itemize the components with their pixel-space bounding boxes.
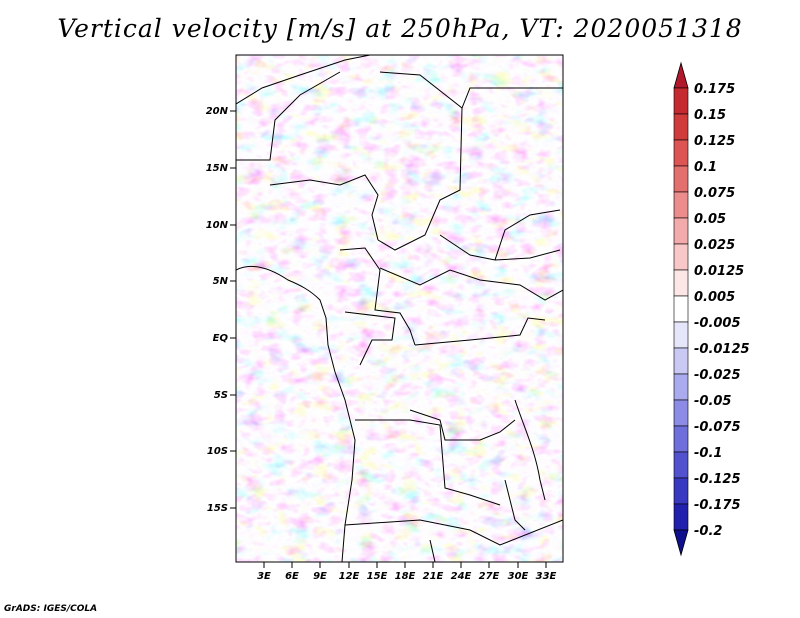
svg-text:EQ: EQ bbox=[213, 333, 229, 344]
colorbar-segment bbox=[673, 373, 689, 401]
svg-text:24E: 24E bbox=[451, 571, 472, 582]
colorbar-label: -0.075 bbox=[694, 420, 741, 435]
svg-text:21E: 21E bbox=[423, 571, 444, 582]
colorbar-segment bbox=[673, 191, 689, 219]
lon-tick: 18E bbox=[395, 562, 416, 582]
colorbar-segment bbox=[673, 139, 689, 167]
svg-text:33E: 33E bbox=[536, 571, 557, 582]
country-borders bbox=[236, 55, 563, 562]
lat-tick: 15N bbox=[206, 163, 236, 174]
svg-text:10S: 10S bbox=[207, 446, 228, 457]
lat-tick: 20N bbox=[206, 106, 236, 117]
lon-tick: 24E bbox=[451, 562, 472, 582]
colorbar-label: -0.025 bbox=[694, 368, 741, 383]
colorbar-segment bbox=[673, 269, 689, 297]
lat-tick: 5N bbox=[213, 276, 236, 287]
lon-tick: 3E bbox=[257, 562, 271, 582]
colorbar-segment bbox=[673, 399, 689, 427]
lon-tick: 15E bbox=[367, 562, 388, 582]
colorbar-label: -0.125 bbox=[694, 472, 741, 487]
colorbar-segment bbox=[673, 347, 689, 375]
colorbar-label: 0.05 bbox=[694, 212, 726, 227]
svg-text:3E: 3E bbox=[257, 571, 271, 582]
colorbar-label: 0.15 bbox=[694, 108, 726, 123]
svg-text:5N: 5N bbox=[213, 276, 229, 287]
colorbar-segment bbox=[673, 477, 689, 505]
svg-text:20N: 20N bbox=[206, 106, 229, 117]
colorbar-label: 0.025 bbox=[694, 238, 735, 253]
colorbar-segment bbox=[673, 295, 689, 323]
colorbar-segment bbox=[673, 243, 689, 271]
svg-text:15E: 15E bbox=[367, 571, 388, 582]
longitude-axis: 3E 6E 9E 12E 15E 18E 21E 24E 27E 30E 33E bbox=[257, 562, 557, 582]
lon-tick: 6E bbox=[285, 562, 299, 582]
colorbar-label: 0.075 bbox=[694, 186, 735, 201]
colorbar: 0.175 0.15 0.125 0.1 0.075 0.05 0.025 0.0125 0.0… bbox=[673, 61, 750, 557]
colorbar-segment bbox=[673, 113, 689, 141]
colorbar-segment bbox=[673, 217, 689, 245]
lon-tick: 21E bbox=[423, 562, 444, 582]
lon-tick: 27E bbox=[479, 562, 500, 582]
lat-tick: 10S bbox=[207, 446, 236, 457]
lat-tick: EQ bbox=[213, 333, 236, 344]
colorbar-segment bbox=[673, 503, 689, 531]
colorbar-label: -0.005 bbox=[694, 316, 741, 331]
colorbar-label: 0.0125 bbox=[694, 264, 744, 279]
lat-tick: 5S bbox=[214, 390, 236, 401]
colorbar-label: -0.175 bbox=[694, 498, 741, 513]
colorbar-label: -0.1 bbox=[694, 446, 722, 461]
svg-text:15N: 15N bbox=[206, 163, 229, 174]
colorbar-segment bbox=[673, 321, 689, 349]
svg-text:27E: 27E bbox=[479, 571, 500, 582]
colorbar-label: -0.2 bbox=[694, 524, 722, 539]
colorbar-label: -0.05 bbox=[694, 394, 731, 409]
colorbar-segment bbox=[673, 87, 689, 115]
colorbar-label: 0.1 bbox=[694, 160, 717, 175]
grads-credit: GrADS: IGES/COLA bbox=[4, 604, 98, 614]
map-title: Vertical velocity [m/s] at 250hPa, VT: 2… bbox=[57, 14, 743, 43]
colorbar-top-arrow bbox=[673, 61, 689, 89]
velocity-field bbox=[236, 55, 563, 562]
lon-tick: 30E bbox=[508, 562, 529, 582]
colorbar-segment bbox=[673, 165, 689, 193]
svg-text:18E: 18E bbox=[395, 571, 416, 582]
lat-tick: 15S bbox=[207, 503, 236, 514]
lat-tick: 10N bbox=[206, 220, 236, 231]
lon-tick: 33E bbox=[536, 562, 557, 582]
svg-text:12E: 12E bbox=[339, 571, 360, 582]
map-frame bbox=[235, 54, 564, 563]
colorbar-segment bbox=[673, 425, 689, 453]
colorbar-label: 0.005 bbox=[694, 290, 735, 305]
svg-text:9E: 9E bbox=[313, 571, 327, 582]
svg-text:10N: 10N bbox=[206, 220, 229, 231]
colorbar-label: 0.125 bbox=[694, 134, 735, 149]
svg-text:15S: 15S bbox=[207, 503, 228, 514]
colorbar-segment bbox=[673, 451, 689, 479]
colorbar-label: -0.0125 bbox=[694, 342, 750, 357]
lon-tick: 12E bbox=[339, 562, 360, 582]
latitude-axis: 20N 15N 10N 5N EQ 5S 10S 15S bbox=[206, 106, 236, 514]
svg-text:30E: 30E bbox=[508, 571, 529, 582]
svg-text:5S: 5S bbox=[214, 390, 228, 401]
colorbar-bottom-arrow bbox=[673, 529, 689, 557]
colorbar-label: 0.175 bbox=[694, 82, 735, 97]
svg-text:6E: 6E bbox=[285, 571, 299, 582]
lon-tick: 9E bbox=[313, 562, 327, 582]
